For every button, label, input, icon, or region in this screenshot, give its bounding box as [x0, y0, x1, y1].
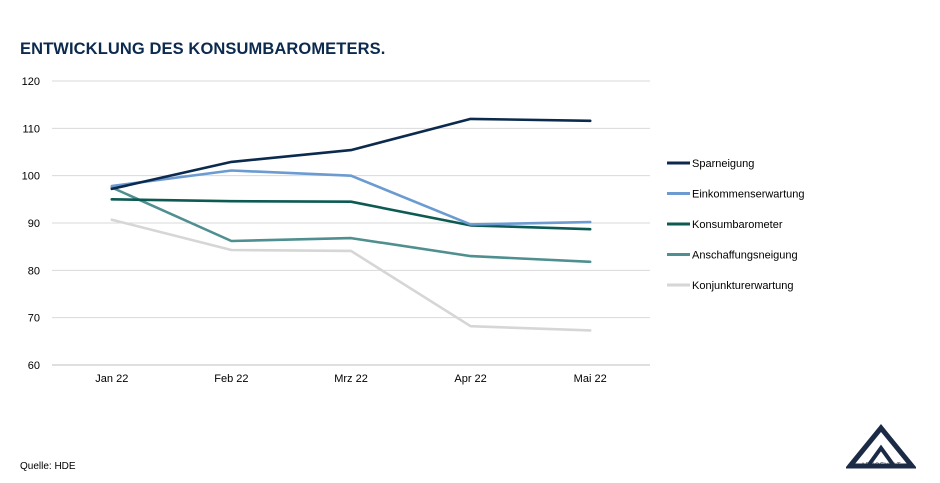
legend-item: Einkommenserwartung — [667, 189, 805, 201]
series-line-sparneigung — [110, 117, 592, 191]
y-tick-label: 80 — [28, 265, 40, 277]
y-tick-label: 70 — [28, 313, 40, 325]
x-tick-label: Mrz 22 — [334, 373, 368, 385]
logo-text: AENGEVELT — [860, 463, 902, 469]
y-tick-label: 60 — [28, 360, 40, 372]
x-tick-label: Apr 22 — [454, 373, 486, 385]
chart-title: ENTWICKLUNG DES KONSUMBAROMETERS. — [20, 40, 386, 58]
y-tick-label: 110 — [22, 123, 40, 135]
legend-label: Konsumbarometer — [692, 219, 783, 231]
series-line-konjunkturerwartung — [110, 218, 592, 332]
legend-label: Sparneigung — [692, 158, 754, 170]
y-tick-label: 100 — [22, 171, 40, 183]
y-axis-ticks: 60 70 80 90 100 110 120 — [22, 76, 40, 372]
series-lines — [110, 117, 592, 332]
series-line-einkommenserwartung — [110, 169, 592, 226]
legend-label: Anschaffungsneigung — [692, 250, 798, 262]
x-axis-ticks: Jan 22 Feb 22 Mrz 22 Apr 22 Mai 22 — [95, 373, 606, 385]
y-tick-label: 90 — [28, 218, 40, 230]
legend-label: Konjunkturerwartung — [692, 280, 794, 292]
legend-item: Anschaffungsneigung — [667, 250, 798, 262]
y-tick-label: 120 — [22, 76, 40, 88]
legend-item: Sparneigung — [667, 158, 754, 170]
series-line-anschaffungsneigung — [110, 186, 592, 264]
legend-item: Konsumbarometer — [667, 219, 783, 231]
x-tick-label: Mai 22 — [574, 373, 607, 385]
legend-item: Konjunkturerwartung — [667, 280, 794, 292]
legend: Sparneigung Einkommenserwartung Konsumbaro… — [667, 158, 805, 292]
legend-label: Einkommenserwartung — [692, 189, 805, 201]
x-tick-label: Feb 22 — [214, 373, 248, 385]
series-line-konsumbarometer — [110, 198, 592, 231]
x-tick-label: Jan 22 — [95, 373, 128, 385]
source-note: Quelle: HDE — [20, 461, 76, 472]
aengevelt-logo — [846, 424, 916, 469]
